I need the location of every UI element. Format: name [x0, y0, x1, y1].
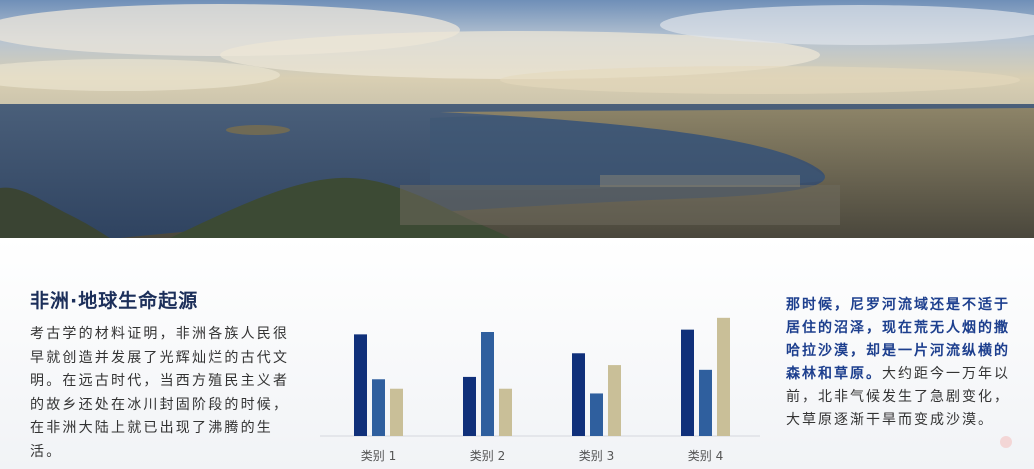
cape-town-landscape-photo [0, 0, 1034, 238]
x-tick-label: 类别 1 [361, 449, 396, 463]
bar-series-3-2 [499, 388, 512, 436]
right-paragraph-rest: 大约距今一万年以前，北非气候发生了急剧变化，大草原逐渐干旱而变成沙漠。 [786, 366, 1010, 428]
bar-series-3-3 [608, 365, 621, 436]
right-paragraph: 那时候，尼罗河流域还是不适于居住的沼泽，现在荒无人烟的撒哈拉沙漠，却是一片河流纵… [786, 294, 1012, 432]
bar-series-3-1 [390, 388, 403, 436]
bar-series-1-3 [572, 353, 585, 436]
bar-series-2-4 [699, 369, 712, 436]
pointer-dot [1000, 436, 1012, 448]
x-tick-label: 类别 2 [470, 449, 505, 463]
left-paragraph: 考古学的材料证明，非洲各族人民很早就创造并发展了光辉灿烂的古代文明。在远古时代，… [30, 326, 290, 460]
x-tick-label: 类别 4 [688, 449, 723, 463]
bar-series-1-4 [681, 329, 694, 436]
bar-series-2-2 [481, 332, 494, 436]
bar-series-1-2 [463, 376, 476, 436]
bar-chart: 类别 1 类别 2 类别 3 类别 4 [320, 317, 760, 463]
slide-title: 非洲·地球生命起源 [30, 290, 199, 312]
content-area: 非洲·地球生命起源 考古学的材料证明，非洲各族人民很早就创造并发展了光辉灿烂的古… [0, 238, 1034, 469]
x-tick-label: 类别 3 [579, 449, 614, 463]
bar-series-2-1 [372, 379, 385, 436]
bar-series-3-4 [717, 317, 730, 436]
right-paragraph-highlight: 那时候，尼罗河流域还是不适于居住的沼泽，现在荒无人烟的撒哈拉沙漠，却是一片河流纵… [786, 297, 1010, 382]
bar-series-1-1 [354, 334, 367, 436]
bar-series-2-3 [590, 393, 603, 436]
